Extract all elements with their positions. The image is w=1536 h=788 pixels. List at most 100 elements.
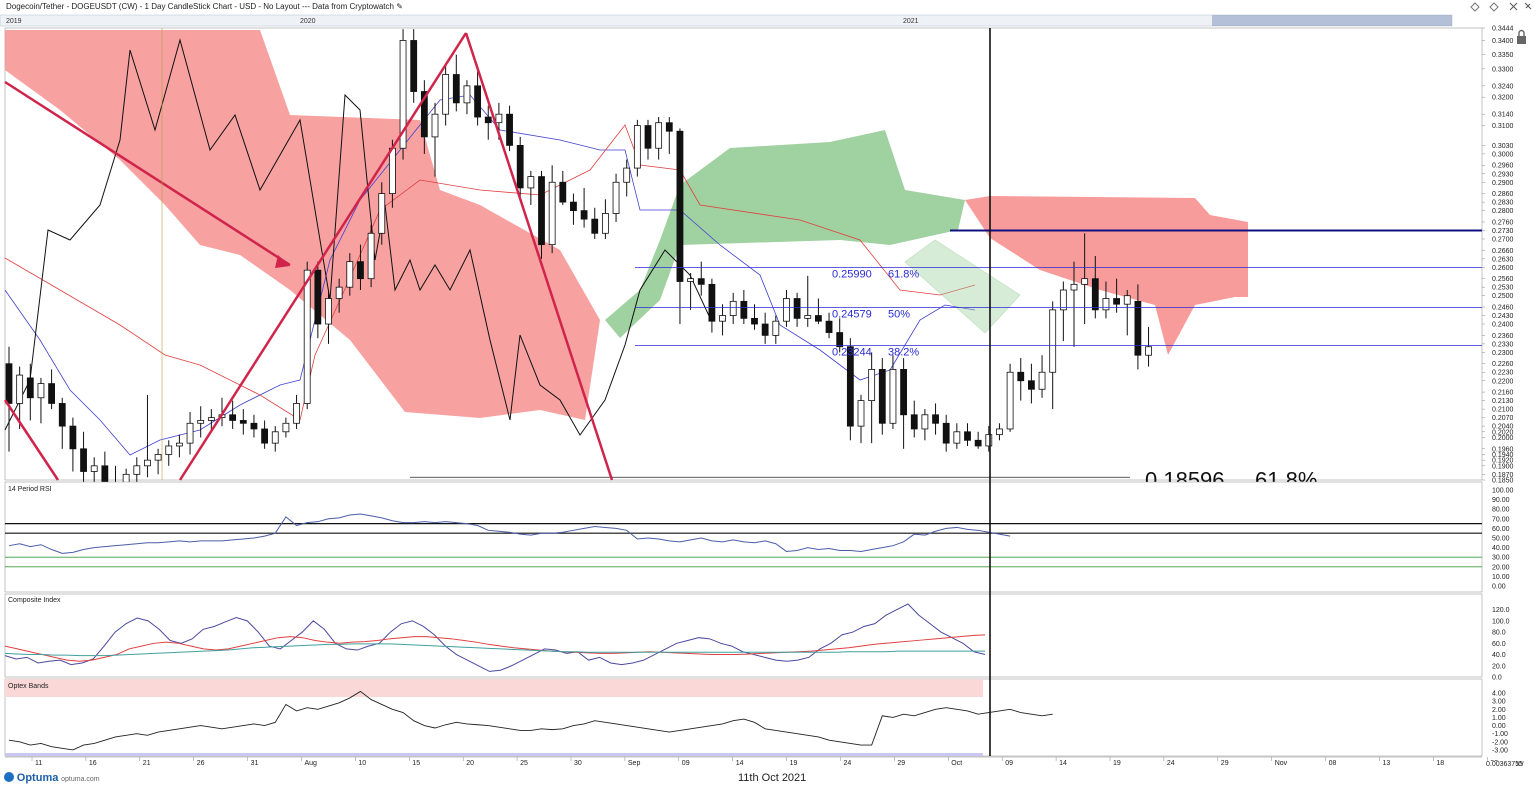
candle-body: [1102, 298, 1110, 311]
year-label-2019: 2019: [6, 18, 22, 25]
candle-body: [921, 414, 929, 430]
candle-body: [996, 428, 1003, 436]
x-axis-label: 24: [1167, 760, 1175, 767]
candle-body: [378, 193, 386, 234]
y-axis-label: 0.2630: [1492, 256, 1514, 263]
ichimoku-bull-cloud: [605, 130, 965, 338]
rsi-plot-area: [4, 481, 1483, 593]
candle-body: [144, 459, 151, 467]
candle-body: [442, 74, 450, 115]
year-label-2020: 2020: [300, 18, 316, 25]
pin-icon[interactable]: [1524, 2, 1532, 10]
x-axis-label: 26: [197, 760, 205, 767]
candle-body: [793, 298, 801, 319]
current-date-label: 11th Oct 2021: [738, 772, 807, 784]
corner-value: 0.00363755: [1486, 761, 1523, 768]
candle-body: [548, 181, 556, 246]
candle-body: [452, 74, 460, 104]
x-axis-label: Sep: [628, 760, 641, 767]
pencil-icon[interactable]: ✎: [396, 2, 403, 11]
composite-series-line: [4, 643, 985, 657]
candle-body: [516, 144, 524, 189]
y-axis-label: 0.2960: [1492, 163, 1514, 170]
x-axis-label: 18: [1436, 760, 1444, 767]
y-axis-label: 0.3200: [1492, 95, 1514, 102]
candle-body: [186, 422, 194, 444]
fib-level-pct: 50%: [888, 309, 910, 321]
candle-body: [1028, 380, 1035, 390]
kijun-line: [4, 124, 976, 421]
candle-body: [80, 448, 87, 472]
candle-body: [1059, 289, 1067, 311]
optex-axis-label: 4.00: [1492, 691, 1506, 698]
y-axis-label: 0.2040: [1492, 424, 1514, 431]
candle-body: [346, 261, 354, 288]
falling-trend-line: [464, 32, 614, 481]
candle-body: [751, 317, 758, 325]
candle-body: [932, 414, 939, 424]
y-axis-label: 0.3030: [1492, 143, 1514, 150]
y-axis-label: 0.2100: [1492, 407, 1514, 414]
candle-body: [665, 122, 673, 132]
candle-body: [644, 125, 652, 149]
y-axis-label: 0.2930: [1492, 171, 1514, 178]
x-axis: 11 16 21 26 31 Aug 10 15 20 25 30 Sep 09 14 19 24 29 Oct 0…: [5, 756, 1498, 767]
diamond-outline-icon[interactable]: [1489, 2, 1499, 12]
x-axis-label: 13: [1383, 760, 1391, 767]
x-axis-label: 20: [466, 760, 474, 767]
optex-axis-label: 1.00: [1492, 715, 1506, 722]
candle-body: [26, 377, 34, 399]
y-axis-label: 0.3000: [1492, 151, 1514, 158]
y-axis-label: 0.2000: [1492, 435, 1514, 442]
fib-level-pct: 38.2%: [888, 346, 919, 358]
candle-body: [293, 403, 300, 424]
timeline-window[interactable]: [1212, 15, 1452, 26]
x-axis-label: 30: [574, 760, 582, 767]
candle-body: [719, 315, 726, 322]
x-axis-label: Aug: [305, 760, 318, 767]
y-axis-label: 0.1850: [1492, 478, 1514, 485]
candle-body: [5, 363, 13, 404]
corner-xy-label[interactable]: XY: [1516, 762, 1525, 768]
optex-axis-label: 3.00: [1492, 699, 1506, 706]
lock-icon[interactable]: [1517, 29, 1526, 45]
candle-body: [367, 232, 375, 280]
candle-body: [900, 369, 907, 416]
candle-body: [953, 431, 961, 444]
optex-axis-label: 0.00: [1492, 723, 1506, 730]
y-axis-label: 0.2800: [1492, 208, 1514, 215]
trend-arrow-head: [275, 255, 290, 268]
rsi-axis-label: 80.00: [1492, 507, 1510, 514]
year-label-2021: 2021: [903, 18, 919, 25]
x-axis-label: 19: [790, 760, 798, 767]
x-axis-label: 09: [682, 760, 690, 767]
candle-body: [570, 201, 577, 212]
y-axis-label: 0.2860: [1492, 191, 1514, 198]
candle-body: [783, 298, 790, 322]
candle-body: [815, 315, 822, 322]
rsi-axis-label: 90.00: [1492, 497, 1510, 504]
y-axis-label: 0.1940: [1492, 452, 1514, 459]
y-axis-label: 0.2760: [1492, 219, 1514, 226]
candle-body: [1081, 278, 1089, 285]
descending-trend-line: [4, 80, 291, 267]
composite-axis-label: 120.0: [1492, 607, 1510, 614]
diamond-icon[interactable]: [1470, 2, 1480, 12]
candle-body: [1070, 283, 1078, 291]
optex-panel: Optex Bands 4.003.002.001.000.00-1.00-2.0…: [4, 678, 1508, 757]
x-axis-label: Oct: [951, 760, 962, 767]
x-axis-label: 10: [358, 760, 366, 767]
fib-level-price: 0.25990: [832, 269, 872, 281]
candle-body: [676, 130, 684, 282]
rsi-axis-label: 70.00: [1492, 516, 1510, 523]
rsi-axis-label: 20.00: [1492, 564, 1510, 571]
candle-body: [1006, 371, 1014, 430]
composite-axis-label: 40.0: [1492, 652, 1506, 659]
fib-level-price: 0.23244: [832, 346, 872, 358]
close-icon[interactable]: [1509, 2, 1518, 11]
candle-body: [1123, 295, 1131, 305]
x-axis-label: 29: [1221, 760, 1229, 767]
composite-series-line: [4, 634, 986, 662]
optuma-logo[interactable]: Optuma optuma.com: [4, 772, 100, 784]
